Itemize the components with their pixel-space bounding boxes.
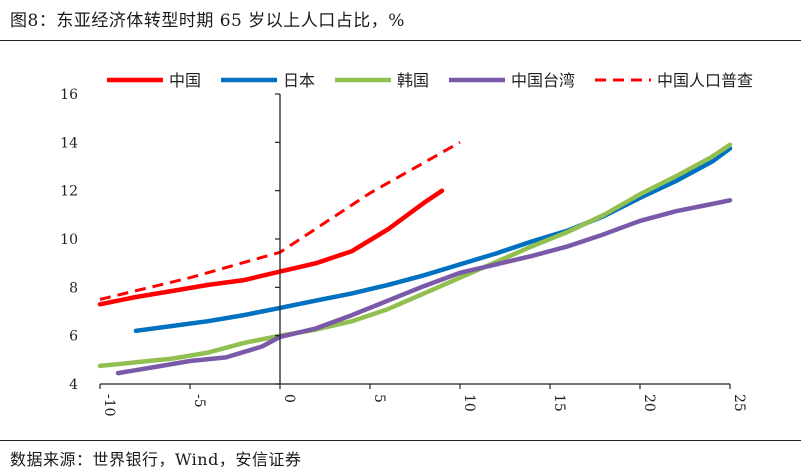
y-tick-label: 12 <box>60 184 78 200</box>
x-tick-label: 5 <box>371 394 387 403</box>
series-line-2 <box>133 146 733 334</box>
y-tick-label: 4 <box>69 377 78 393</box>
legend-label-5: 中国人口普查 <box>657 71 753 90</box>
series-line-3 <box>97 142 733 369</box>
y-tick-label: 6 <box>69 329 78 345</box>
series-layer <box>97 140 733 376</box>
series-line-4 <box>115 198 733 376</box>
axes-layer: 4 6 8 10 12 14 16 -10 -5 0 5 10 15 20 25 <box>60 87 747 417</box>
legend-label-4: 中国台湾 <box>511 71 575 90</box>
line-chart: 中国 日本 韩国 中国台湾 中国人口普查 4 6 8 10 12 14 16 -10 -5 0 5 10 15 2… <box>60 71 753 417</box>
bottom-rule <box>0 440 801 441</box>
x-tick-label: -10 <box>101 394 117 417</box>
x-tick-label: 20 <box>641 394 657 412</box>
source-note: 数据来源：世界银行，Wind，安信证券 <box>10 450 302 469</box>
x-tick-label: 10 <box>461 394 477 412</box>
x-tick-label: 0 <box>281 394 297 403</box>
y-tick-label: 16 <box>60 87 78 103</box>
legend-label-2: 日本 <box>283 71 315 90</box>
legend: 中国 日本 韩国 中国台湾 中国人口普查 <box>107 71 753 90</box>
x-tick-label: -5 <box>191 394 207 408</box>
top-rule <box>0 40 801 41</box>
chart-title: 图8：东亚经济体转型时期 65 岁以上人口占比，% <box>10 11 405 31</box>
series-line-1 <box>97 188 445 307</box>
y-tick-label: 10 <box>60 232 78 248</box>
y-tick-label: 8 <box>69 280 78 296</box>
y-tick-label: 14 <box>60 135 78 151</box>
x-tick-label: 15 <box>551 394 567 412</box>
legend-label-3: 韩国 <box>397 71 429 90</box>
legend-label-1: 中国 <box>169 71 201 90</box>
x-tick-label: 25 <box>731 394 747 412</box>
